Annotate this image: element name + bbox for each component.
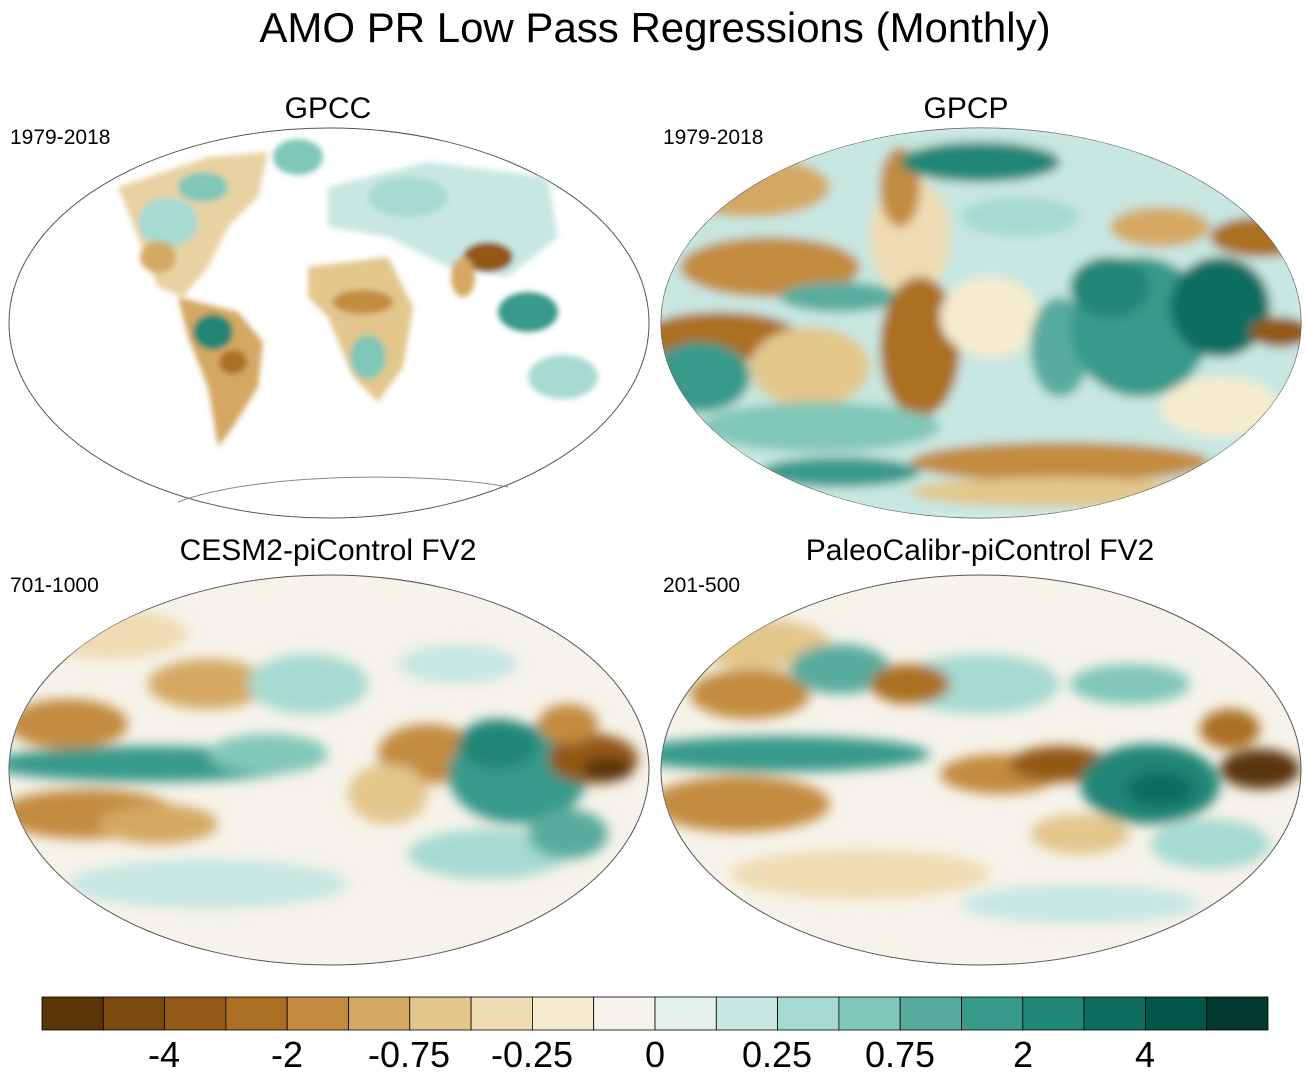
colorbar-swatch bbox=[531, 996, 595, 1031]
figure-title: AMO PR Low Pass Regressions (Monthly) bbox=[259, 4, 1051, 51]
map-gpcc bbox=[8, 127, 650, 519]
colorbar-swatch bbox=[225, 996, 288, 1031]
colorbar-swatch bbox=[961, 996, 1024, 1031]
panel-period-gpcc: 1979-2018 bbox=[10, 126, 111, 149]
colorbar bbox=[41, 996, 1269, 1031]
colorbar-label: -2 bbox=[270, 1034, 303, 1075]
colorbar-label: -4 bbox=[147, 1034, 180, 1075]
map-paleocalibr bbox=[660, 574, 1302, 966]
colorbar-swatch bbox=[1206, 996, 1269, 1031]
panel-title-gpcc: GPCC bbox=[284, 92, 372, 125]
colorbar-swatch bbox=[899, 996, 962, 1031]
panel-title-gpcp: GPCP bbox=[923, 92, 1009, 125]
colorbar-swatch bbox=[715, 996, 778, 1031]
map-gpcp bbox=[660, 127, 1302, 519]
panel-period-gpcp: 1979-2018 bbox=[663, 126, 764, 149]
colorbar-label: -0.75 bbox=[367, 1034, 451, 1075]
map-cesm2 bbox=[8, 574, 650, 966]
colorbar-swatch bbox=[838, 996, 901, 1031]
panel-title-cesm2: CESM2-piControl FV2 bbox=[179, 534, 477, 567]
colorbar-label: -0.25 bbox=[490, 1034, 574, 1075]
colorbar-swatch bbox=[102, 996, 165, 1031]
colorbar-label: 0.25 bbox=[741, 1034, 813, 1075]
colorbar-swatch bbox=[164, 996, 227, 1031]
panel-period-cesm2: 701-1000 bbox=[10, 574, 99, 597]
colorbar-swatch bbox=[593, 996, 656, 1031]
colorbar-swatch bbox=[348, 996, 411, 1031]
colorbar-swatch bbox=[1083, 996, 1146, 1031]
colorbar-swatch bbox=[286, 996, 349, 1031]
colorbar-swatch bbox=[654, 996, 717, 1031]
colorbar-swatch bbox=[777, 996, 840, 1031]
colorbar-label: 0 bbox=[644, 1034, 666, 1075]
colorbar-swatch bbox=[470, 996, 533, 1031]
panel-period-paleocalibr: 201-500 bbox=[663, 574, 741, 597]
colorbar-swatch bbox=[1022, 996, 1085, 1031]
colorbar-swatch bbox=[409, 996, 472, 1031]
colorbar-swatch bbox=[1145, 996, 1208, 1031]
colorbar-label: 4 bbox=[1134, 1034, 1156, 1075]
panel-title-paleocalibr: PaleoCalibr-piControl FV2 bbox=[805, 534, 1155, 567]
colorbar-swatch bbox=[41, 996, 104, 1031]
colorbar-label: 2 bbox=[1012, 1034, 1034, 1075]
colorbar-label: 0.75 bbox=[864, 1034, 936, 1075]
